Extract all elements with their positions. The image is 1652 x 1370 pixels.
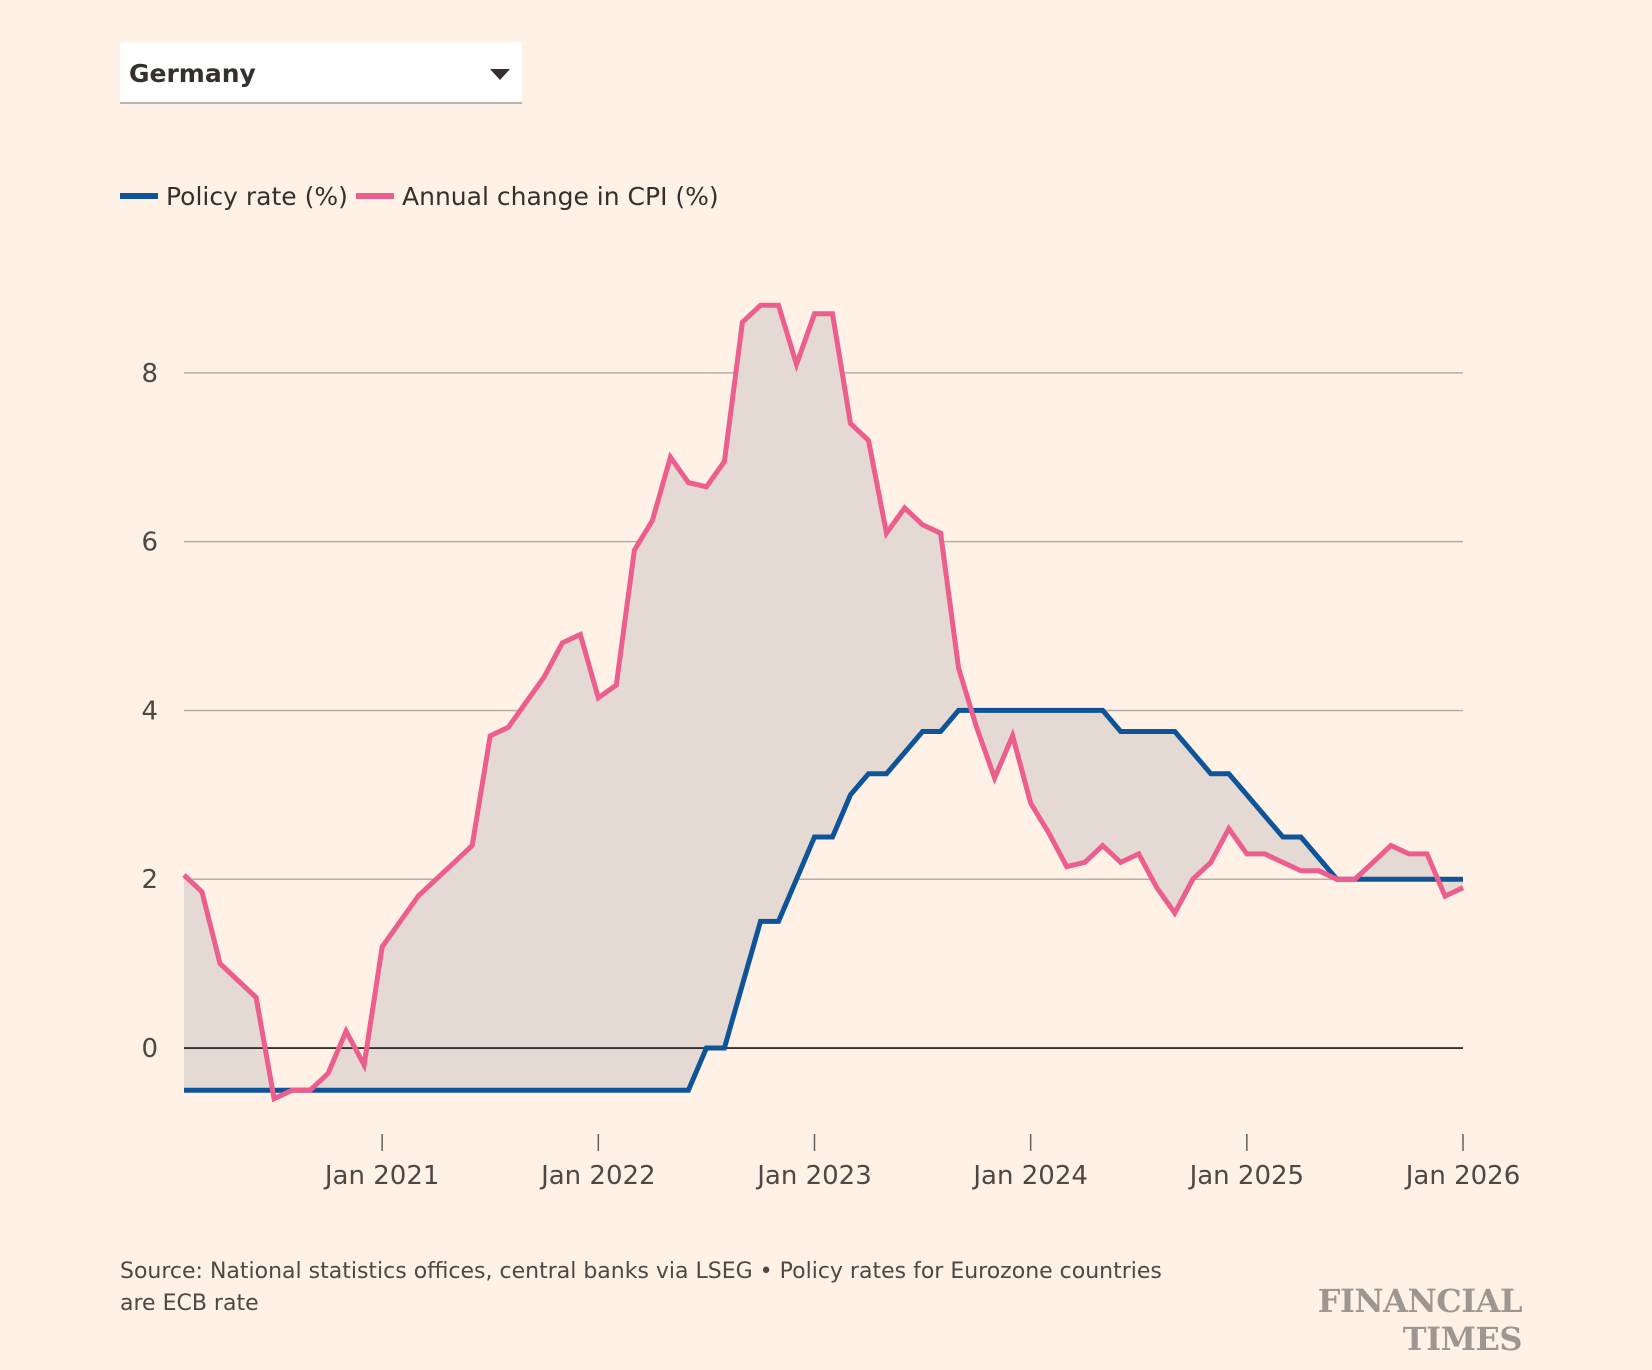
y-tick-label-6: 6	[141, 528, 158, 558]
series-layer	[182, 302, 1465, 1103]
fill-layer	[184, 305, 1463, 1099]
legend-swatch-policy-rate	[120, 193, 158, 199]
x-tick-label-2022-01: Jan 2022	[539, 1161, 656, 1191]
ft-logo: FINANCIAL TIMES	[1317, 1282, 1523, 1358]
legend-label-cpi: Annual change in CPI (%)	[402, 182, 719, 211]
y-tick-label-4: 4	[141, 696, 158, 726]
series-line-cpi	[182, 302, 1465, 1103]
y-tick-label-0: 0	[141, 1034, 158, 1064]
x-tick-label-2024-01: Jan 2024	[971, 1161, 1088, 1191]
x-axis-layer: 0 2 4 6 8 Jan 2021 Jan 2022 Jan 2023 Jan 2024 Jan…	[141, 359, 1520, 1191]
legend-label-policy-rate: Policy rate (%)	[166, 182, 348, 211]
series-line-policy-rate	[184, 707, 1463, 1093]
x-tick-label-2025-01: Jan 2025	[1188, 1161, 1305, 1191]
y-tick-label-2: 2	[141, 865, 158, 895]
y-tick-label-8: 8	[141, 359, 158, 389]
x-tick-label-2026-01: Jan 2026	[1404, 1161, 1521, 1191]
country-selector-value: Germany	[129, 59, 256, 88]
legend-swatch-cpi	[356, 193, 394, 199]
country-selector[interactable]: Germany	[120, 42, 522, 104]
gap-fill-area	[184, 305, 1463, 1099]
dropdown-arrow-icon	[490, 69, 510, 80]
x-tick-label-2021-01: Jan 2021	[323, 1161, 440, 1191]
x-tick-label-2023-01: Jan 2023	[755, 1161, 872, 1191]
source-note: Source: National statistics offices, cen…	[120, 1259, 1162, 1316]
line-chart: 0 2 4 6 8 Jan 2021 Jan 2022 Jan 2023 Jan 2024 Jan…	[141, 302, 1520, 1191]
